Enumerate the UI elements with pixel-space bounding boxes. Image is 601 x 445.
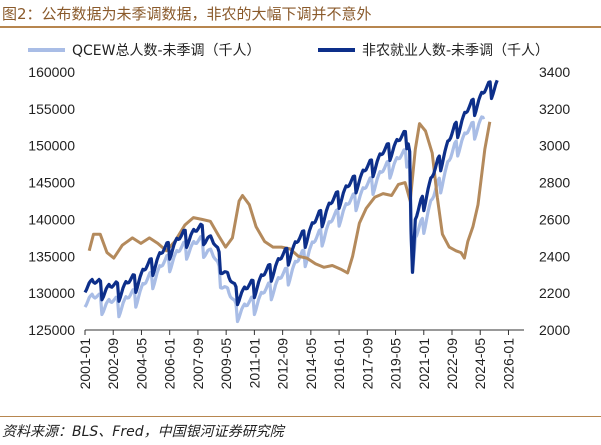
y-right-tick-label: 2200: [539, 285, 570, 301]
y-left-tick-label: 155000: [28, 101, 75, 117]
chart-title: 图2：公布数据为未季调数据，非农的大幅下调并不意外: [2, 5, 372, 23]
x-tick-label: 2017-09: [359, 338, 375, 390]
y-right-tick-label: 3200: [539, 101, 570, 117]
x-tick-label: 2009-05: [218, 338, 234, 390]
footer-rule: [0, 416, 601, 417]
y-right-tick-label: 2600: [539, 211, 570, 227]
source-note: 资料来源：BLS、Fred，中国银河证券研究院: [2, 424, 284, 440]
y-right-tick-label: 2400: [539, 248, 570, 264]
y-left-tick-label: 130000: [28, 285, 75, 301]
title-rule: [0, 26, 601, 28]
y-right-tick-label: 2800: [539, 175, 570, 191]
x-tick-label: 2001-01: [77, 338, 93, 390]
x-tick-label: 2016-01: [331, 338, 347, 390]
legend-qcew-label: QCEW总人数-未季调（千人）: [72, 43, 261, 59]
y-left-tick-label: 135000: [28, 248, 75, 264]
x-tick-label: 2007-09: [190, 338, 206, 390]
legend-nonfarm-label: 非农就业人数-未季调（千人）: [362, 43, 549, 59]
series-qcew-line: [83, 115, 486, 324]
x-tick-label: 2006-01: [162, 338, 178, 390]
x-tick-label: 2024-05: [472, 338, 488, 390]
x-tick-label: 2026-01: [500, 338, 516, 390]
y-right-tick-label: 3400: [539, 64, 570, 80]
y-left-tick-label: 150000: [28, 138, 75, 154]
y-right-tick-label: 2000: [539, 322, 570, 338]
x-tick-label: 2012-09: [275, 338, 291, 390]
x-tick-label: 2021-01: [416, 338, 432, 390]
x-tick-label: 2019-05: [388, 338, 404, 390]
x-tick-label: 2011-01: [246, 338, 262, 389]
series-nonfarm-line: [83, 79, 499, 307]
x-tick-label: 2002-09: [105, 338, 121, 390]
y-left-tick-label: 145000: [28, 175, 75, 191]
x-tick-label: 2004-05: [133, 338, 149, 390]
y-left-tick-label: 160000: [28, 64, 75, 80]
y-right-tick-label: 3000: [539, 138, 570, 154]
y-left-tick-label: 140000: [28, 211, 75, 227]
series-diff-line: [87, 121, 492, 275]
x-tick-label: 2014-05: [303, 338, 319, 390]
y-left-tick-label: 125000: [28, 322, 75, 338]
x-tick-label: 2022-09: [444, 338, 460, 390]
